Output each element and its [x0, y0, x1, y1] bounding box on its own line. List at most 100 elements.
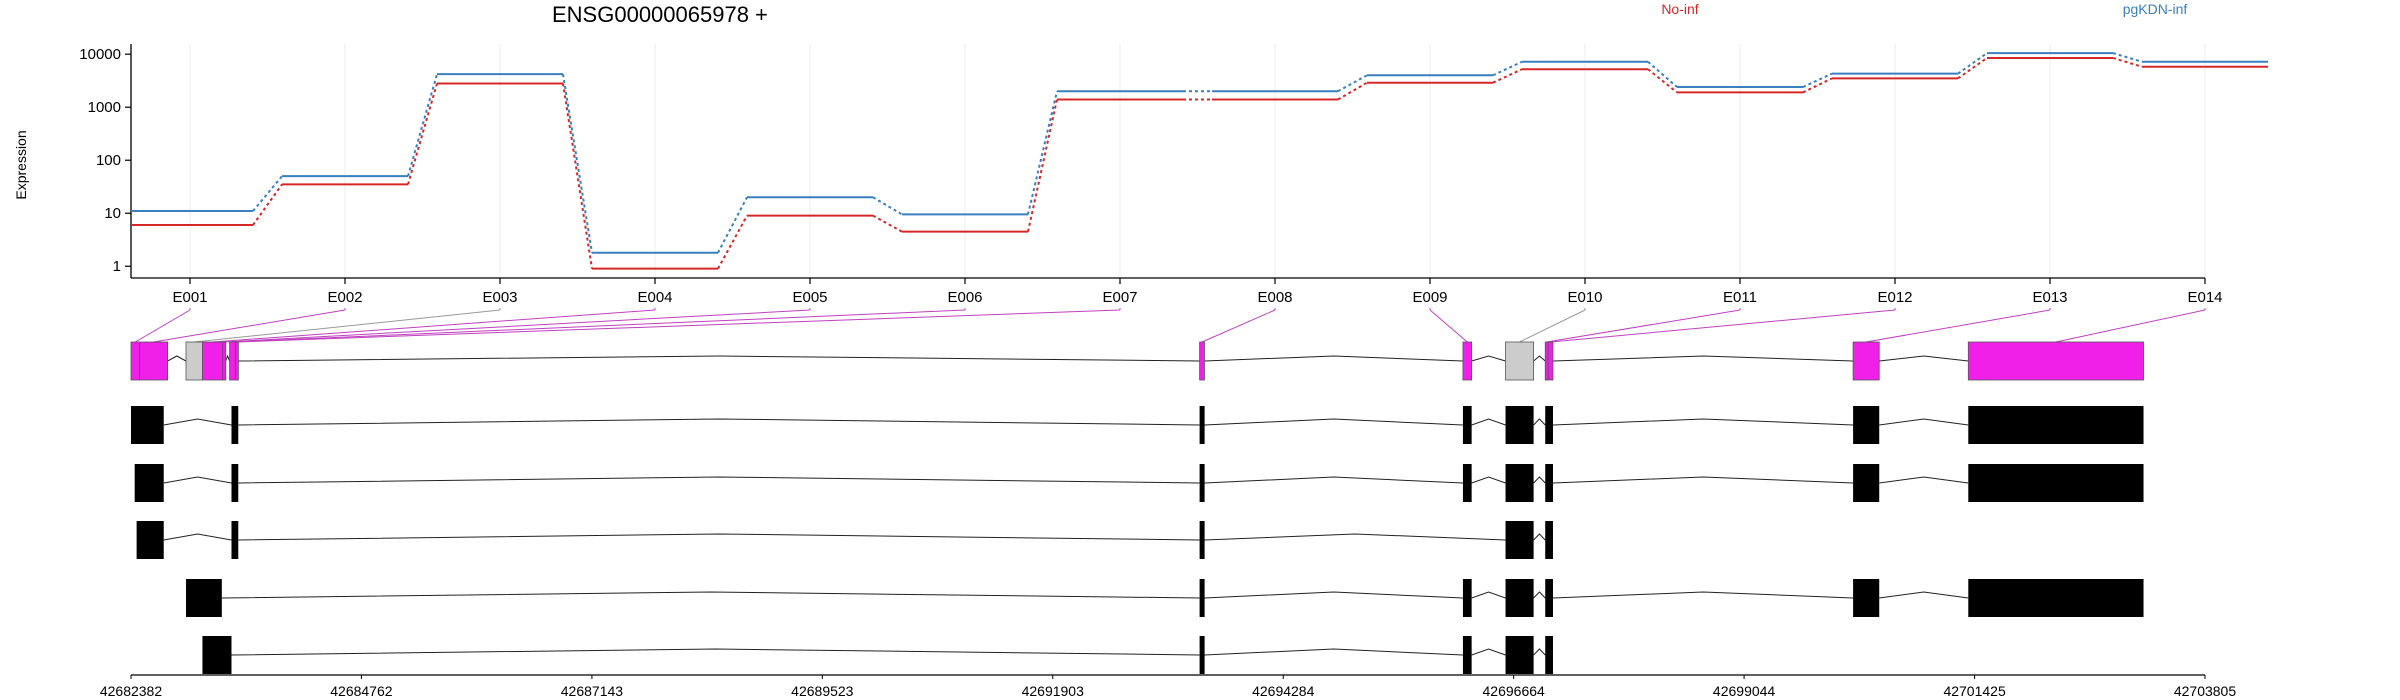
- x-tick-label: E002: [327, 289, 362, 306]
- transcript-intron: [1204, 476, 1463, 484]
- exon-connector: [153, 309, 346, 343]
- transcript-exon: [1545, 406, 1553, 444]
- transcript-exon: [1545, 464, 1553, 502]
- transcript-intron: [238, 476, 1200, 484]
- series-pgkdn-inf: [131, 52, 2268, 254]
- y-tick-label: 1: [113, 258, 121, 275]
- transcript-row: [185, 579, 2144, 617]
- exon-box-e003: [185, 341, 203, 381]
- series-connector: [252, 183, 283, 226]
- transcript-intron: [1552, 591, 1854, 599]
- y-tick-label: 1000: [88, 99, 121, 116]
- transcript-exon: [1505, 636, 1534, 674]
- transcript-intron: [1204, 418, 1463, 426]
- series-no-inf: [131, 56, 2268, 270]
- transcript-exon: [1968, 579, 2144, 617]
- genomic-tick-label: 42701425: [1943, 683, 2006, 699]
- transcript-exon: [1505, 521, 1534, 559]
- transcript-exon: [1199, 636, 1205, 674]
- intron-line: [225, 354, 231, 362]
- transcript-exon: [1505, 579, 1534, 617]
- y-tick-label: 100: [96, 152, 121, 169]
- transcript-exon: [185, 579, 222, 617]
- series-connector: [1957, 57, 1988, 80]
- intron-line: [1471, 355, 1506, 362]
- transcript-intron: [1204, 533, 1506, 541]
- x-tick-label: E012: [1877, 289, 1912, 306]
- intron-line: [167, 355, 187, 362]
- exon-connector: [1429, 309, 1468, 343]
- transcript-exon: [231, 521, 239, 559]
- transcript-exon: [1505, 406, 1534, 444]
- exon-axis: E001 E002 E003 E004 E005 E006 E007 E008 E009 E010…: [131, 277, 2223, 306]
- series-connector: [1337, 81, 1368, 101]
- series-connector: [2112, 56, 2143, 68]
- transcript-exon: [1462, 406, 1472, 444]
- transcript-exon: [136, 521, 164, 559]
- intron-line: [238, 355, 1200, 362]
- exon-box-e014: [1967, 341, 2144, 381]
- transcript-intron: [1533, 648, 1546, 656]
- genomic-coordinate-axis: 42682382 42684762 42687143 42689523 42691903…: [100, 674, 2237, 699]
- transcript-exon: [1199, 579, 1205, 617]
- genomic-tick-label: 42682382: [100, 683, 163, 699]
- transcript-intron: [1204, 591, 1463, 599]
- transcript-exon: [202, 636, 232, 674]
- x-tick-label: E010: [1567, 289, 1602, 306]
- series-connector: [1802, 77, 1833, 94]
- series-layer: [131, 52, 2268, 270]
- exon-connector: [1546, 309, 1741, 343]
- transcript-intron: [1471, 591, 1506, 599]
- exon-box-e009: [1462, 341, 1473, 381]
- transcript-intron: [231, 648, 1200, 656]
- exon-connector: [2055, 309, 2206, 343]
- x-tick-label: E014: [2187, 289, 2222, 306]
- x-tick-label: E008: [1257, 289, 1292, 306]
- exon-connector: [232, 309, 966, 343]
- transcript-intron: [1533, 591, 1546, 599]
- transcript-exon: [1968, 464, 2144, 502]
- series-connector: [2112, 52, 2143, 63]
- transcript-intron: [221, 591, 1200, 599]
- transcript-exon: [231, 406, 239, 444]
- transcript-tracks: [131, 406, 2144, 674]
- exon-box-e008: [1199, 341, 1205, 381]
- transcript-intron: [238, 533, 1200, 541]
- legend: No-inf pgKDN-inf: [1661, 1, 2187, 17]
- x-tick-label: E011: [1723, 289, 1757, 306]
- series-connector: [1027, 91, 1058, 215]
- exon-box-e007: [234, 341, 239, 381]
- transcript-row: [134, 464, 2144, 502]
- y-tick-label: 10: [104, 205, 121, 222]
- genomic-tick-label: 42689523: [791, 683, 854, 699]
- legend-item-pgkdn-inf: pgKDN-inf: [2123, 1, 2188, 17]
- series-connector: [407, 73, 438, 177]
- exon-connector: [1201, 309, 1276, 343]
- exon-box-e004: [202, 341, 224, 381]
- transcript-exon: [1505, 464, 1534, 502]
- transcript-intron: [1471, 476, 1506, 484]
- transcript-intron: [238, 418, 1200, 426]
- intron-line: [1552, 355, 1854, 362]
- transcript-intron: [1879, 418, 1969, 426]
- transcript-row: [131, 406, 2144, 444]
- transcript-exon: [1199, 464, 1205, 502]
- series-connector: [872, 214, 903, 233]
- series-connector: [1337, 74, 1368, 93]
- y-axis-label: Expression: [13, 130, 29, 199]
- series-connector: [407, 83, 438, 185]
- grid: [189, 44, 2206, 278]
- exon-box-e006: [229, 341, 236, 381]
- genomic-tick-label: 42703805: [2174, 683, 2237, 699]
- x-tick-label: E013: [2032, 289, 2067, 306]
- y-tick-label: 10000: [79, 46, 121, 63]
- genomic-tick-label: 42687143: [561, 683, 624, 699]
- x-tick-label: E001: [172, 289, 207, 306]
- x-tick-label: E004: [637, 289, 672, 306]
- x-tick-label: E003: [482, 289, 517, 306]
- exon-box-e001: [130, 341, 140, 381]
- transcript-intron: [163, 418, 232, 426]
- genomic-tick-label: 42684762: [330, 683, 393, 699]
- transcript-intron: [1552, 476, 1854, 484]
- exon-box-e012: [1547, 341, 1554, 381]
